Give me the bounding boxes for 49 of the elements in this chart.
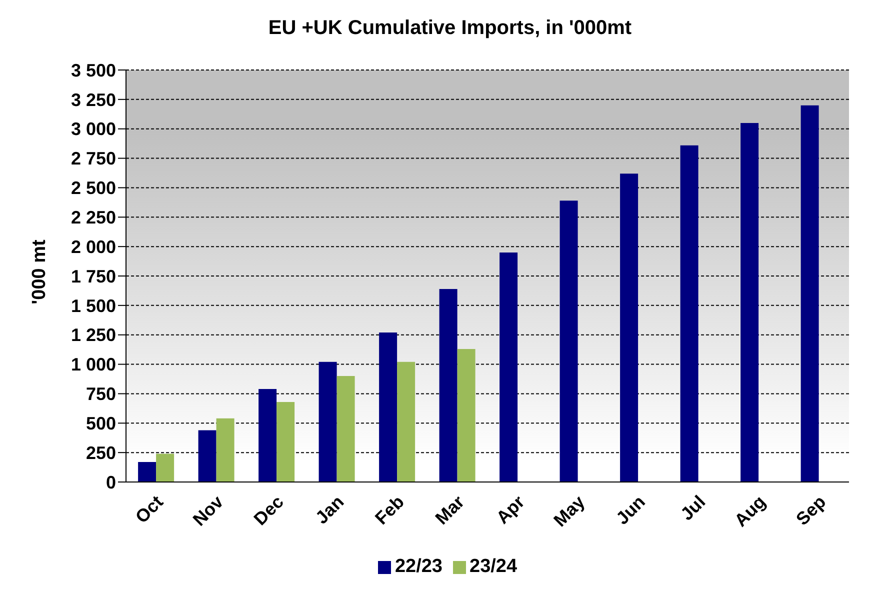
bar bbox=[198, 430, 216, 482]
x-tick-label: Nov bbox=[189, 492, 228, 530]
bar bbox=[457, 348, 476, 482]
x-tick-label: Jun bbox=[612, 492, 649, 528]
bar bbox=[397, 362, 416, 482]
bar bbox=[680, 145, 698, 482]
x-tick-label: Jul bbox=[676, 492, 710, 524]
y-tick-label: 3 000 bbox=[70, 119, 116, 140]
y-tick-label: 2 500 bbox=[70, 178, 116, 198]
y-axis-title: '000 mt bbox=[29, 240, 51, 304]
chart-title: EU +UK Cumulative Imports, in '000mt bbox=[267, 17, 633, 40]
x-tick-label: Mar bbox=[431, 492, 468, 528]
legend-label: 22/23 bbox=[394, 556, 442, 577]
bar bbox=[318, 362, 337, 482]
bar bbox=[258, 389, 277, 482]
y-tick-label: 2 250 bbox=[70, 208, 116, 228]
y-tick-label: 2 750 bbox=[70, 148, 116, 169]
bar bbox=[800, 105, 819, 482]
bar bbox=[379, 332, 398, 482]
legend-label: 23/24 bbox=[470, 556, 518, 577]
bar bbox=[439, 288, 458, 482]
y-tick-label: 2 000 bbox=[70, 236, 116, 257]
x-tick-label: Apr bbox=[492, 492, 528, 528]
bar bbox=[740, 122, 759, 482]
x-tick-label: Feb bbox=[371, 492, 408, 528]
bar bbox=[620, 174, 638, 482]
bar bbox=[216, 418, 234, 482]
y-tick-label: 1 750 bbox=[70, 266, 116, 286]
y-tick-label: 3 500 bbox=[70, 60, 116, 80]
x-tick-label: Jan bbox=[312, 492, 348, 528]
x-tick-label: Aug bbox=[730, 492, 770, 531]
bar bbox=[156, 454, 174, 482]
x-tick-label: May bbox=[550, 492, 589, 531]
y-tick-label: 1 500 bbox=[70, 296, 116, 316]
bar bbox=[276, 402, 295, 482]
y-tick-label: 3 250 bbox=[70, 90, 116, 110]
x-tick-label: Dec bbox=[250, 492, 288, 530]
bar bbox=[138, 462, 156, 482]
bar bbox=[500, 252, 518, 482]
bar bbox=[560, 200, 578, 482]
x-tick-label: Oct bbox=[132, 492, 167, 528]
x-tick-label: Sep bbox=[792, 492, 830, 530]
y-tick-label: 1 250 bbox=[70, 325, 116, 346]
y-tick-label: 750 bbox=[86, 384, 116, 404]
bar bbox=[336, 376, 355, 482]
y-tick-label: 500 bbox=[86, 414, 116, 434]
y-tick-label: 250 bbox=[86, 442, 116, 463]
y-tick-label: 1 000 bbox=[70, 354, 116, 375]
y-tick-label: 0 bbox=[106, 472, 116, 492]
